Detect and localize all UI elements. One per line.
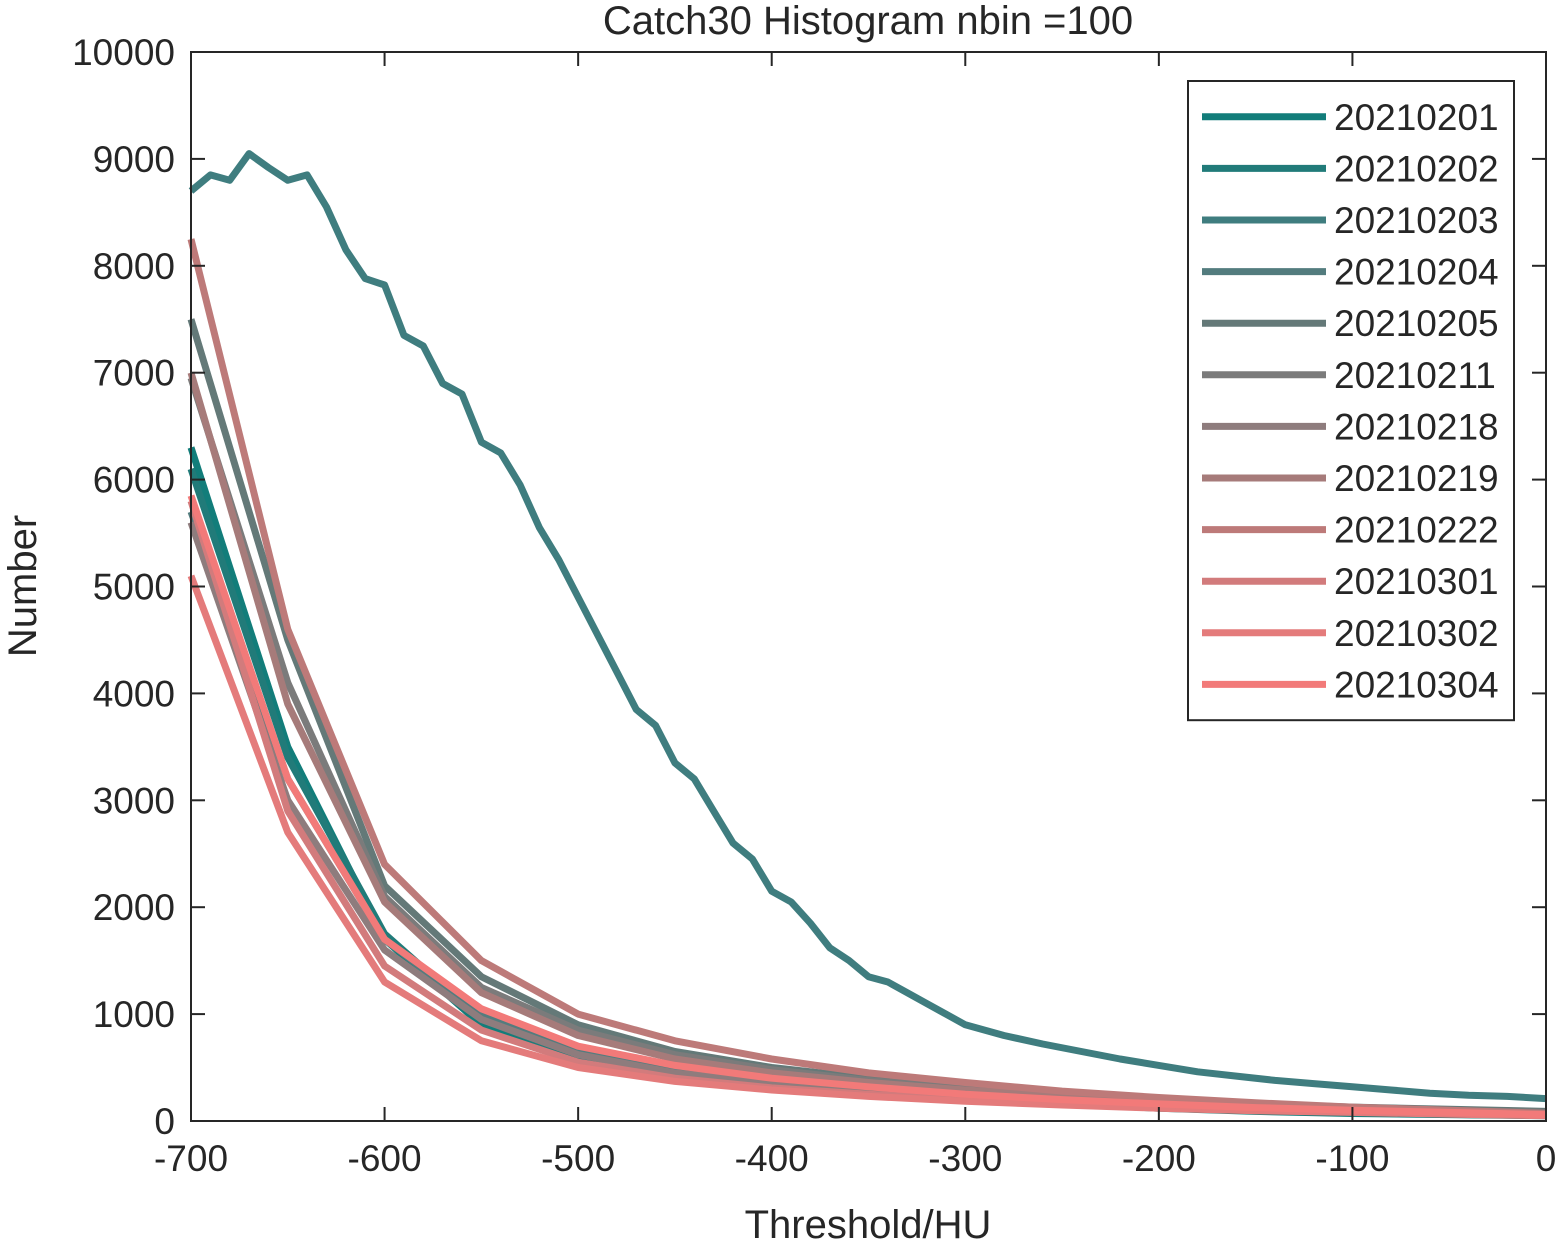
y-tick-label: 10000: [72, 32, 175, 73]
y-axis-label: Number: [1, 515, 45, 657]
series-layer: [187, 150, 1547, 1120]
x-tick-label: -100: [1315, 1138, 1389, 1179]
legend-label: 20210304: [1334, 664, 1499, 705]
y-tick-label: 5000: [93, 567, 175, 608]
y-tick-label: 9000: [93, 139, 175, 180]
y-tick-label: 6000: [93, 460, 175, 501]
x-tick-label: 0: [1536, 1138, 1557, 1179]
series-line-20210222: [187, 238, 1547, 1117]
legend-label: 20210222: [1334, 510, 1499, 551]
chart-title: Catch30 Histogram nbin =100: [603, 0, 1133, 43]
legend-label: 20210202: [1334, 148, 1499, 189]
x-tick-label: -200: [1122, 1138, 1196, 1179]
legend-label: 20210218: [1334, 406, 1499, 447]
y-tick-label: 7000: [93, 353, 175, 394]
axes-layer: -700 -600 -500 -400 -300 -200 -100 0 0 1000 2000 30…: [72, 32, 1556, 1179]
x-tick-label: -600: [348, 1138, 422, 1179]
legend-label: 20210203: [1334, 200, 1499, 241]
series-line-20210203: [188, 150, 1547, 1103]
x-tick-label: -300: [928, 1138, 1002, 1179]
x-axis-label: Threshold/HU: [745, 1203, 992, 1244]
y-tick-label: 8000: [93, 246, 175, 287]
y-tick-label: 4000: [93, 673, 175, 714]
legend-label: 20210302: [1334, 613, 1499, 654]
legend-label: 20210301: [1334, 561, 1499, 602]
y-tick-label: 2000: [93, 887, 175, 928]
legend-label: 20210211: [1334, 355, 1496, 396]
legend-label: 20210219: [1334, 458, 1499, 499]
y-tick-label: 1000: [93, 994, 175, 1035]
x-tick-label: -700: [154, 1138, 228, 1179]
legend-label: 20210201: [1334, 97, 1499, 138]
x-tick-label: -400: [735, 1138, 809, 1179]
series-line-20210304: [187, 494, 1547, 1119]
legend: 20210201 20210202 20210203 20210204 20210205…: [1187, 80, 1515, 722]
x-tick-label: -500: [541, 1138, 615, 1179]
y-tick-label: 3000: [93, 780, 175, 821]
legend-label: 20210204: [1334, 252, 1499, 293]
y-tick-label: 0: [154, 1101, 175, 1142]
legend-box: [1187, 80, 1515, 722]
legend-label: 20210205: [1334, 303, 1499, 344]
